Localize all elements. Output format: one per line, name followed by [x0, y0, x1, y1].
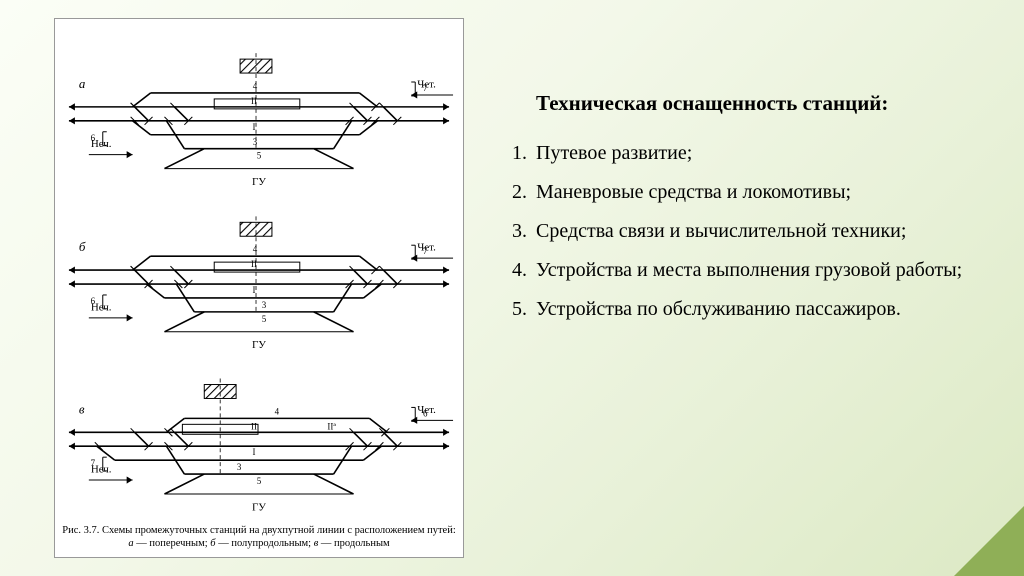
svg-text:4: 4 — [275, 406, 280, 416]
svg-text:6: 6 — [91, 133, 96, 143]
svg-text:6: 6 — [91, 296, 96, 306]
svg-text:I: I — [253, 122, 256, 132]
caption-sub: а — поперечным; б — полупродольным; в — … — [61, 537, 457, 551]
corner-accent — [954, 506, 1024, 576]
svg-text:3: 3 — [237, 462, 242, 472]
list-item: Путевое развитие; — [532, 135, 986, 172]
figure-caption: Рис. 3.7. Схемы промежуточных станций на… — [61, 524, 457, 551]
caption-main: Рис. 3.7. Схемы промежуточных станций на… — [62, 525, 456, 536]
svg-text:I: I — [253, 285, 256, 295]
svg-text:5: 5 — [262, 314, 267, 324]
svg-text:6: 6 — [423, 408, 428, 418]
list-item: Устройства и места выполнения грузовой р… — [532, 252, 986, 289]
heading: Техническая оснащенность станций: — [536, 90, 986, 117]
svg-text:7: 7 — [423, 246, 428, 256]
svg-text:IIª: IIª — [327, 421, 336, 431]
station-diagram-svg: aЧет.Неч.III43567ГУбЧет.Неч.III43567ГУвЧ… — [55, 19, 463, 557]
slide: aЧет.Неч.III43567ГУбЧет.Неч.III43567ГУвЧ… — [0, 0, 1024, 576]
svg-text:ГУ: ГУ — [252, 176, 266, 188]
text-content: Техническая оснащенность станций: Путево… — [506, 90, 986, 330]
svg-text:5: 5 — [257, 151, 262, 161]
svg-text:7: 7 — [423, 83, 428, 93]
svg-text:3: 3 — [262, 300, 267, 310]
svg-text:II: II — [251, 421, 257, 431]
svg-text:I: I — [253, 447, 256, 457]
list-item: Средства связи и вычислительной техники; — [532, 213, 986, 250]
svg-text:7: 7 — [91, 458, 96, 468]
list-item: Маневровые средства и локомотивы; — [532, 174, 986, 211]
equipment-list: Путевое развитие; Маневровые средства и … — [506, 135, 986, 328]
svg-text:ГУ: ГУ — [252, 339, 266, 351]
list-item: Устройства по обслуживанию пассажиров. — [532, 291, 986, 328]
svg-text:ГУ: ГУ — [252, 501, 266, 513]
svg-text:a: a — [79, 76, 85, 91]
svg-text:4: 4 — [253, 244, 258, 254]
svg-text:в: в — [79, 401, 85, 416]
svg-text:4: 4 — [253, 81, 258, 91]
figure-box: aЧет.Неч.III43567ГУбЧет.Неч.III43567ГУвЧ… — [54, 18, 464, 558]
svg-text:3: 3 — [253, 137, 258, 147]
svg-text:б: б — [79, 239, 86, 254]
svg-text:5: 5 — [257, 476, 262, 486]
